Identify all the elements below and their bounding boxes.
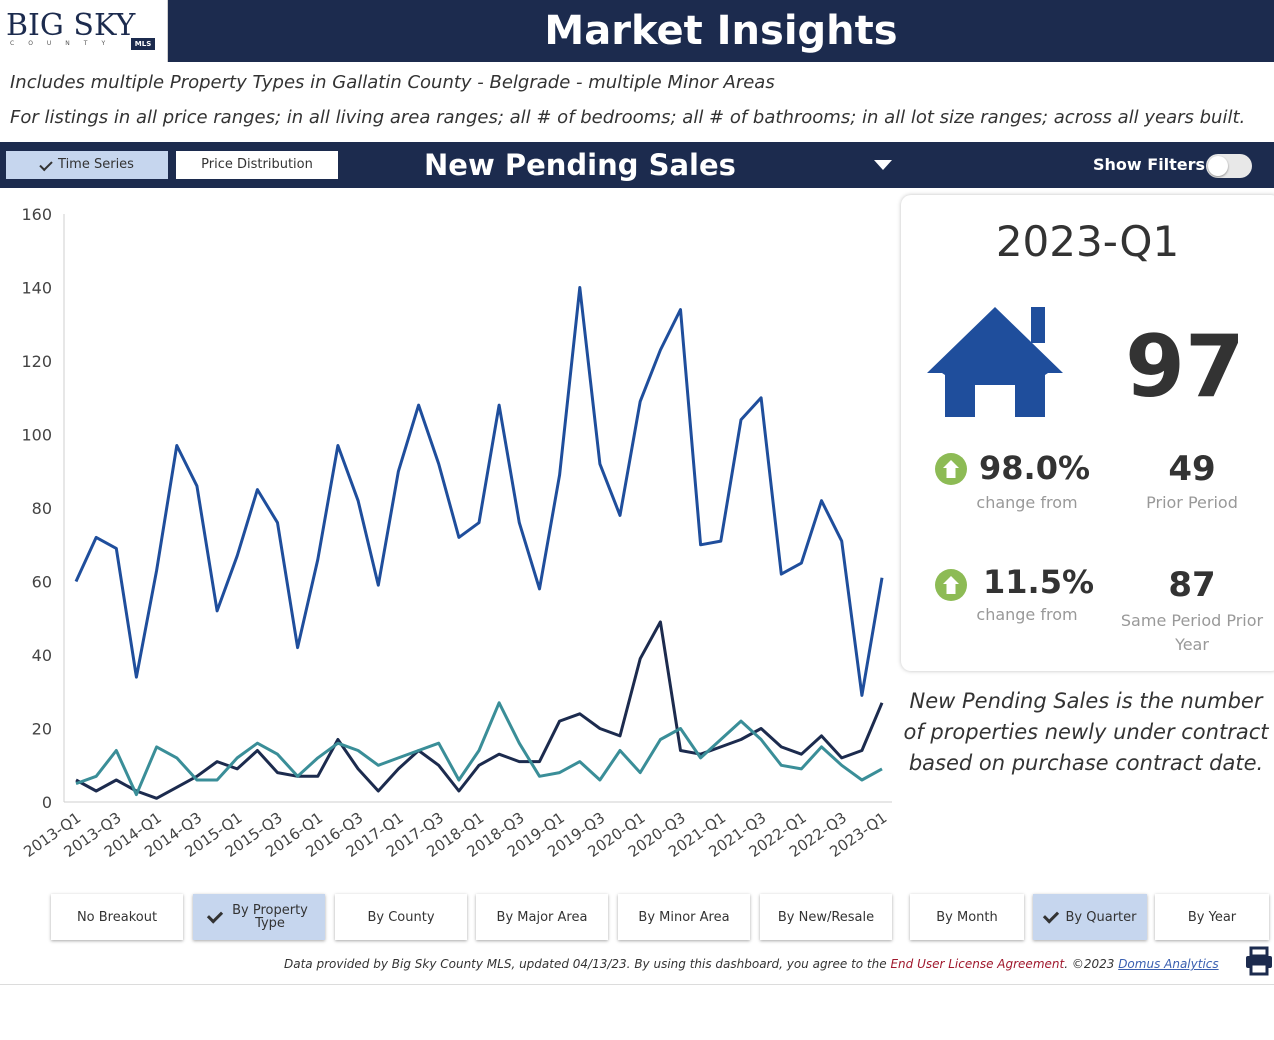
breakout-button-by-new-resale[interactable]: By New/Resale bbox=[760, 894, 892, 940]
y-tick-label: 60 bbox=[32, 573, 52, 592]
time-series-button[interactable]: Time Series bbox=[6, 151, 168, 179]
printer-icon[interactable] bbox=[1244, 946, 1274, 976]
y-tick-label: 100 bbox=[21, 426, 52, 445]
footer-text: Data provided by Big Sky County MLS, upd… bbox=[284, 957, 1219, 971]
breakout-button-by-quarter[interactable]: By Quarter bbox=[1033, 894, 1147, 940]
y-tick-label: 80 bbox=[32, 499, 52, 518]
time-series-chart: 0 20 40 60 80 100 120 140 160 2013-Q1 2013-Q3 2014-… bbox=[0, 192, 900, 882]
breakout-label: By Major Area bbox=[496, 909, 588, 925]
price-distribution-button[interactable]: Price Distribution bbox=[176, 151, 338, 179]
same-period-prior-year-value: 87 bbox=[1168, 565, 1216, 605]
price-distribution-label: Price Distribution bbox=[201, 157, 313, 172]
filter-summary-line-1: Includes multiple Property Types in Gall… bbox=[10, 72, 775, 93]
metric-selector[interactable]: New Pending Sales bbox=[424, 148, 736, 182]
domus-analytics-link[interactable]: Domus Analytics bbox=[1118, 957, 1219, 971]
header-bar: BIG SKY COUNTY MLS Market Insights bbox=[0, 0, 1274, 62]
check-icon bbox=[39, 157, 53, 172]
prior-period-value: 49 bbox=[1168, 449, 1216, 489]
logo[interactable]: BIG SKY COUNTY MLS bbox=[0, 0, 168, 62]
footer-divider bbox=[0, 984, 1274, 985]
toggle-knob bbox=[1208, 156, 1228, 176]
house-icon bbox=[927, 307, 1063, 417]
period-label: 2023-Q1 bbox=[995, 217, 1180, 266]
logo-text: BIG SKY bbox=[6, 8, 136, 43]
page-title: Market Insights bbox=[544, 8, 898, 54]
breakout-button-by-year[interactable]: By Year bbox=[1155, 894, 1269, 940]
stats-card: 2023-Q1 97 98.0% change from 49 Prior Pe… bbox=[901, 195, 1274, 671]
arrow-up-circle-icon bbox=[935, 569, 967, 601]
breakout-label: By Minor Area bbox=[638, 909, 730, 925]
series-line-2[interactable] bbox=[75, 701, 883, 797]
series-line-0[interactable] bbox=[74, 286, 884, 697]
logo-subtext: COUNTY bbox=[10, 40, 120, 47]
y-tick-label: 120 bbox=[21, 352, 52, 371]
breakout-label: No Breakout bbox=[76, 909, 158, 925]
breakout-label: By Quarter bbox=[1065, 909, 1137, 925]
prior-period-label: Prior Period bbox=[1146, 493, 1238, 512]
breakout-button-by-month[interactable]: By Month bbox=[910, 894, 1024, 940]
check-icon bbox=[1042, 906, 1059, 924]
y-tick-label: 0 bbox=[42, 793, 52, 812]
metric-description: New Pending Sales is the number of prope… bbox=[903, 689, 1269, 775]
change-from-label-2: change from bbox=[976, 605, 1078, 624]
filter-summary-line-2: For listings in all price ranges; in all… bbox=[10, 107, 1246, 128]
eula-link[interactable]: End User License Agreement bbox=[890, 957, 1065, 971]
breakout-label: By New/Resale bbox=[777, 909, 875, 925]
y-tick-label: 140 bbox=[21, 279, 52, 298]
breakout-label: By County bbox=[367, 909, 435, 925]
breakout-button-by-property-type[interactable]: By Property Type bbox=[193, 894, 325, 940]
footer-copyright: . ©2023 bbox=[1064, 957, 1119, 971]
chart-svg: 0204060801001201401602013-Q12013-Q32014-… bbox=[20, 205, 892, 861]
y-tick-label: 40 bbox=[32, 646, 52, 665]
breakout-label: By Year bbox=[1187, 909, 1237, 925]
change-from-label-1: change from bbox=[976, 493, 1078, 512]
series-line-1[interactable] bbox=[75, 620, 884, 800]
footer-disclaimer: Data provided by Big Sky County MLS, upd… bbox=[284, 957, 891, 971]
caret-down-icon[interactable] bbox=[874, 160, 892, 170]
pct-change-prior: 98.0% bbox=[979, 449, 1091, 487]
pct-change-year: 11.5% bbox=[983, 563, 1095, 601]
y-tick-label: 160 bbox=[21, 205, 52, 224]
time-series-label: Time Series bbox=[58, 157, 134, 172]
current-value: 97 bbox=[1125, 317, 1245, 417]
breakout-label: By Property Type bbox=[232, 903, 308, 931]
breakout-button-by-major-area[interactable]: By Major Area bbox=[476, 894, 608, 940]
y-tick-label: 20 bbox=[32, 720, 52, 739]
logo-badge: MLS bbox=[131, 38, 155, 50]
arrow-up-circle-icon bbox=[935, 453, 967, 485]
breakout-button-by-county[interactable]: By County bbox=[335, 894, 467, 940]
breakout-button-by-minor-area[interactable]: By Minor Area bbox=[618, 894, 750, 940]
toolbar: Time Series Price Distribution New Pendi… bbox=[0, 142, 1274, 188]
breakout-label: By Month bbox=[936, 909, 998, 925]
check-icon bbox=[206, 906, 224, 924]
same-period-prior-year-label: Same Period Prior Year bbox=[1120, 611, 1264, 654]
breakout-button-no-breakout[interactable]: No Breakout bbox=[51, 894, 183, 940]
show-filters-toggle[interactable] bbox=[1206, 154, 1252, 178]
show-filters-label: Show Filters: bbox=[1093, 155, 1212, 174]
